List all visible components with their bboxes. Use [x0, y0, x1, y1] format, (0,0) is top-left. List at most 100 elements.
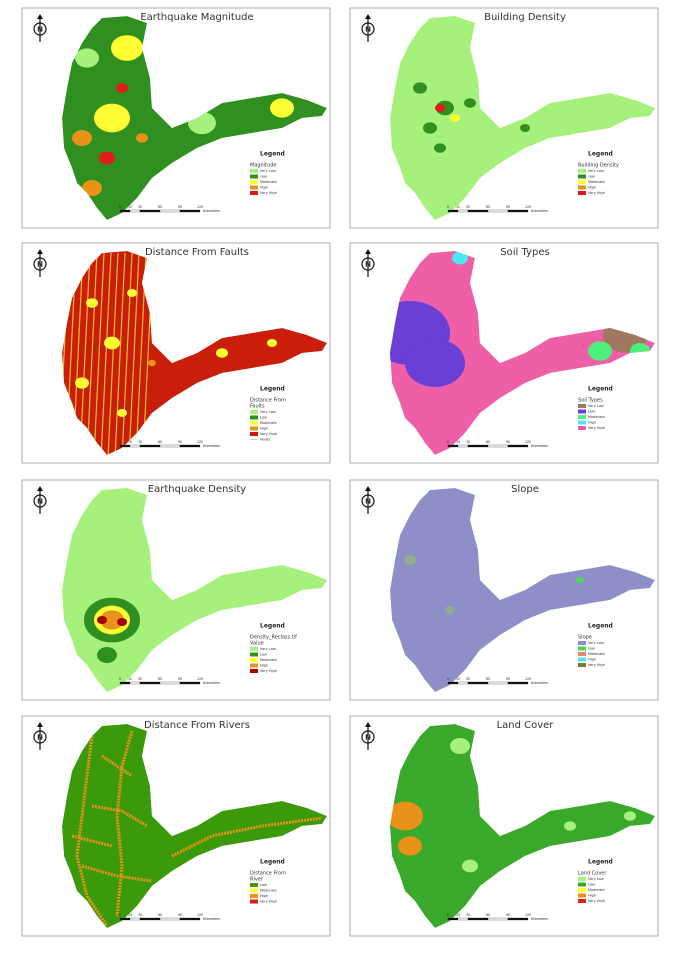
- scale-unit: Kilometers: [531, 681, 548, 685]
- zone: [216, 348, 228, 358]
- scale-unit: Kilometers: [531, 209, 548, 213]
- scale-segment: [457, 444, 469, 448]
- legend-item: Very Low: [260, 410, 276, 414]
- zone: [423, 122, 437, 134]
- river-buffer: [91, 804, 148, 828]
- zone: [75, 377, 89, 389]
- zone: [624, 811, 636, 821]
- zone: [99, 151, 115, 165]
- north-label: N: [365, 261, 371, 269]
- scale-label: 60: [486, 205, 490, 209]
- scale-label: 90: [178, 677, 182, 681]
- fault-band: [128, 252, 140, 455]
- scale-segment: [139, 444, 161, 448]
- zone: [588, 341, 612, 361]
- zone: [97, 616, 107, 624]
- zone: [464, 98, 476, 108]
- scale-label: 120: [197, 677, 203, 681]
- scale-segment: [447, 209, 459, 213]
- legend-item: High: [588, 421, 596, 425]
- scale-segment: [487, 444, 509, 448]
- legend-item: High: [588, 894, 596, 898]
- legend-swatch: [250, 426, 258, 431]
- scale-label: 90: [178, 440, 182, 444]
- scale-label: 30: [138, 677, 142, 681]
- river-buffer: [115, 730, 134, 917]
- scale-unit: Kilometers: [203, 681, 220, 685]
- scale-segment: [159, 681, 181, 685]
- legend-swatch: [250, 647, 258, 651]
- legend-item: Very High: [260, 669, 277, 673]
- legend-item: Very Low: [588, 169, 604, 173]
- panel-title: Slope: [511, 484, 539, 495]
- scale-label: 60: [486, 913, 490, 917]
- legend-swatch: [250, 658, 258, 662]
- scale-segment: [447, 917, 459, 921]
- legend-swatch: [578, 185, 586, 190]
- legend-item: Moderate: [260, 421, 277, 425]
- scale-unit: Kilometers: [203, 209, 220, 213]
- scale-label: 30: [466, 440, 470, 444]
- legend-field: Density_Reclass.tif: [250, 635, 297, 641]
- scale-label: 30: [466, 677, 470, 681]
- scale-label: 15: [128, 440, 132, 444]
- legend-swatch: [250, 894, 258, 898]
- fault-band: [93, 252, 105, 455]
- region: [390, 724, 655, 928]
- legend-swatch: [250, 663, 258, 668]
- zone: [267, 339, 277, 347]
- legend-item: Moderate: [588, 415, 605, 419]
- panel-title: Earthquake Magnitude: [140, 12, 253, 23]
- legend-swatch: [578, 420, 586, 425]
- zone: [270, 98, 294, 118]
- legend-swatch: [578, 426, 586, 430]
- panel-title: Land Cover: [497, 720, 555, 731]
- scale-segment: [129, 209, 141, 213]
- north-head: [37, 14, 43, 19]
- scale-label: 120: [525, 913, 531, 917]
- north-label: N: [37, 734, 43, 742]
- scale-label: 15: [456, 205, 460, 209]
- scale-segment: [139, 917, 161, 921]
- zone: [413, 82, 427, 94]
- zone: [576, 576, 584, 584]
- zone: [450, 114, 460, 122]
- scale-label: 90: [178, 913, 182, 917]
- zone: [104, 336, 120, 350]
- legend-heading: Legend: [260, 151, 285, 158]
- scale-unit: Kilometers: [531, 444, 548, 448]
- north-head: [365, 14, 371, 19]
- north-label: N: [365, 498, 371, 506]
- scale-label: 60: [486, 440, 490, 444]
- scale-segment: [159, 917, 181, 921]
- legend-item: Moderate: [588, 652, 605, 656]
- legend-swatch: [578, 899, 586, 903]
- legend-heading: Legend: [588, 386, 613, 393]
- legend-swatch: [250, 174, 258, 179]
- legend-item: Very Low: [260, 647, 276, 651]
- scale-segment: [179, 681, 201, 685]
- scale-segment: [179, 209, 201, 213]
- scale-unit: Kilometers: [203, 444, 220, 448]
- legend-item: Moderate: [588, 888, 605, 892]
- zone: [520, 124, 530, 132]
- river-buffer: [101, 754, 133, 778]
- scale-label: 30: [466, 205, 470, 209]
- region: [62, 16, 327, 220]
- legend-item: High: [588, 186, 596, 190]
- north-head: [365, 486, 371, 491]
- scale-segment: [487, 917, 509, 921]
- scale-label: 0: [119, 440, 121, 444]
- legend-field: Distance From: [250, 871, 286, 877]
- legend-swatch: [250, 180, 258, 184]
- legend-item: High: [260, 186, 268, 190]
- zone: [398, 836, 422, 856]
- legend-item: Very High: [260, 432, 277, 436]
- scale-label: 0: [119, 913, 121, 917]
- scale-segment: [457, 209, 469, 213]
- scale-unit: Kilometers: [531, 917, 548, 921]
- legend-item: Very Low: [588, 877, 604, 881]
- legend-swatch: [578, 409, 586, 414]
- legend-item: Low: [260, 653, 267, 657]
